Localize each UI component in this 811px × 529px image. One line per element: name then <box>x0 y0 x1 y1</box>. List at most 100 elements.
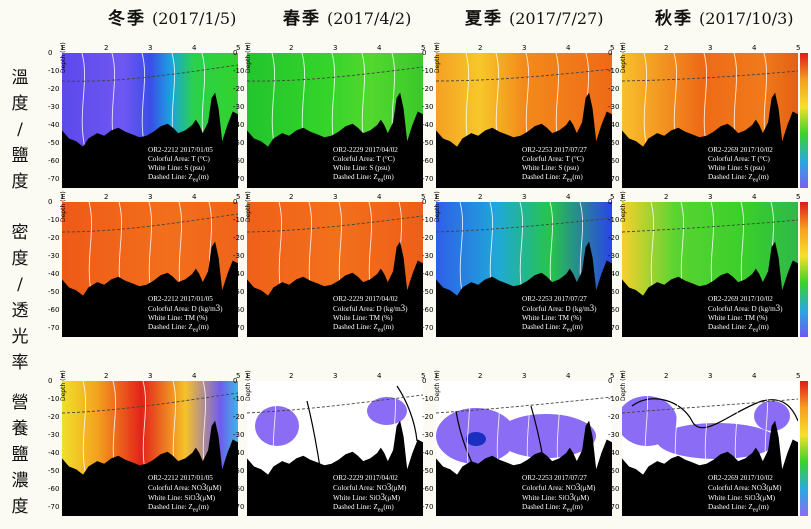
x-tick-label: 3 <box>708 193 713 201</box>
y-tick-label: -50 <box>48 467 60 475</box>
y-tick-label: 0 <box>422 377 427 385</box>
y-axis-label: Depth (m) <box>245 370 252 401</box>
x-tick-label: 2 <box>104 372 109 380</box>
white-sub: 3 <box>195 492 201 502</box>
section-panel <box>622 53 798 188</box>
x-tick-label: 1 <box>434 372 439 380</box>
dashed-text: Dashed Line: Z <box>148 503 193 511</box>
panel-legend-text: OR2-2229 2017/04/02 Colorful Area: T (°C)… <box>333 146 398 185</box>
panel-legend-text: OR2-2229 2017/04/02 Colorful Area: D (kg/… <box>333 295 408 335</box>
dashed-line-legend: Dashed Line: Zeu(m) <box>148 173 213 185</box>
white-line-legend: White Line: TM (%) <box>148 314 223 323</box>
y-tick-label: -40 <box>608 121 620 129</box>
area-text: Colorful Area: D (kg/m <box>148 305 216 313</box>
euphotic-depth-line <box>247 394 423 414</box>
y-axis-label: Depth (m) <box>434 42 441 73</box>
dashed-end: (m) <box>198 173 209 181</box>
section-plot <box>622 202 798 337</box>
white-contour <box>82 381 88 482</box>
y-tick-label: -60 <box>608 485 620 493</box>
cruise-id: OR2-2229 2017/04/02 <box>333 146 398 154</box>
x-tick-label: 1 <box>434 44 439 52</box>
section-panel <box>436 381 612 516</box>
panel-legend-text: OR2-2212 2017/01/05 Colorful Area: NO3(μM… <box>148 474 221 515</box>
seafloor <box>62 241 238 337</box>
row-label-char: 養 <box>11 419 29 439</box>
area-sub: 3 <box>201 482 207 492</box>
euphotic-depth-line <box>62 213 238 233</box>
x-tick-label: 3 <box>148 193 153 201</box>
panel-legend-text: OR2-2269 2017/10/02 Colorful Area: T (°C)… <box>708 146 773 185</box>
section-plot <box>247 53 423 188</box>
x-tick-label: 4 <box>377 193 382 201</box>
y-tick-label: 0 <box>608 198 613 206</box>
area-legend: Colorful Area: T (°C) <box>522 155 587 164</box>
y-tick-label: -30 <box>233 103 245 111</box>
y-tick-label: -60 <box>233 306 245 314</box>
area-sub: 3 <box>575 482 581 492</box>
season-date: (2017/1/5) <box>152 9 237 28</box>
section-plot <box>247 381 423 516</box>
section-plot <box>436 202 612 337</box>
dashed-sub: eu <box>377 327 384 334</box>
x-tick-label: 3 <box>708 44 713 52</box>
dashed-line-legend: Dashed Line: Zeu(m) <box>148 323 223 335</box>
dashed-sub: eu <box>192 327 199 334</box>
x-tick-label: 1 <box>620 372 625 380</box>
cruise-id: OR2-2212 2017/01/05 <box>148 474 213 482</box>
dashed-sub: eu <box>566 177 573 184</box>
white-line-legend: White Line: S (psu) <box>333 164 398 173</box>
y-tick-label: -20 <box>233 85 245 93</box>
dashed-sub: eu <box>377 177 384 184</box>
row-label-char: 透 <box>11 301 29 321</box>
row-label-char: 營 <box>11 393 29 413</box>
y-tick-label: -70 <box>608 175 620 183</box>
y-tick-label: -60 <box>608 157 620 165</box>
y-tick-label: -20 <box>608 413 620 421</box>
y-tick-label: -30 <box>233 252 245 260</box>
x-tick-label: 1 <box>60 193 65 201</box>
white-text: White Line: TM (%) <box>522 314 582 322</box>
y-tick-label: -10 <box>608 216 620 224</box>
panel-legend-text: OR2-2269 2017/10/02 Colorful Area: NO3(μM… <box>708 474 781 515</box>
y-tick-label: -20 <box>422 413 434 421</box>
white-line-legend: White Line: TM (%) <box>708 314 783 323</box>
y-tick-label: -40 <box>422 449 434 457</box>
dashed-text: Dashed Line: Z <box>333 323 378 331</box>
dashed-line-legend: Dashed Line: Zeu(m) <box>708 323 783 335</box>
y-tick-label: -40 <box>608 449 620 457</box>
white-line-legend: White Line: SiO3(μM) <box>333 493 406 503</box>
dashed-text: Dashed Line: Z <box>333 503 378 511</box>
section-plot <box>622 53 798 188</box>
area-end: ) <box>780 305 783 313</box>
y-tick-label: 0 <box>422 198 427 206</box>
section-panel <box>622 381 798 516</box>
y-tick-label: 0 <box>48 377 53 385</box>
dashed-end: (m) <box>572 503 583 511</box>
x-tick-label: 4 <box>192 372 197 380</box>
x-tick-label: 5 <box>796 193 801 201</box>
y-tick-label: 0 <box>422 49 427 57</box>
x-tick-label: 4 <box>377 44 382 52</box>
section-plot <box>436 53 612 188</box>
y-tick-label: -60 <box>608 306 620 314</box>
y-tick-label: -70 <box>233 324 245 332</box>
y-axis-label: Depth (m) <box>434 370 441 401</box>
seafloor <box>62 92 238 188</box>
section-panel <box>622 202 798 337</box>
y-tick-label: -30 <box>608 431 620 439</box>
y-tick-label: -10 <box>422 395 434 403</box>
y-tick-label: -70 <box>48 503 60 511</box>
dashed-line-legend: Dashed Line: Zeu(m) <box>522 323 597 335</box>
dashed-end: (m) <box>383 503 394 511</box>
row-label: 溫度 / 鹽度 <box>8 65 32 195</box>
nutrient-patch <box>367 397 407 425</box>
dashed-sub: eu <box>752 507 759 514</box>
x-tick-label: 4 <box>752 372 757 380</box>
area-sup: 3 <box>400 303 406 313</box>
x-tick-label: 2 <box>289 193 294 201</box>
row-label-char: 度 <box>11 497 29 517</box>
dashed-text: Dashed Line: Z <box>148 173 193 181</box>
y-tick-label: -30 <box>608 103 620 111</box>
y-tick-label: -10 <box>48 395 60 403</box>
